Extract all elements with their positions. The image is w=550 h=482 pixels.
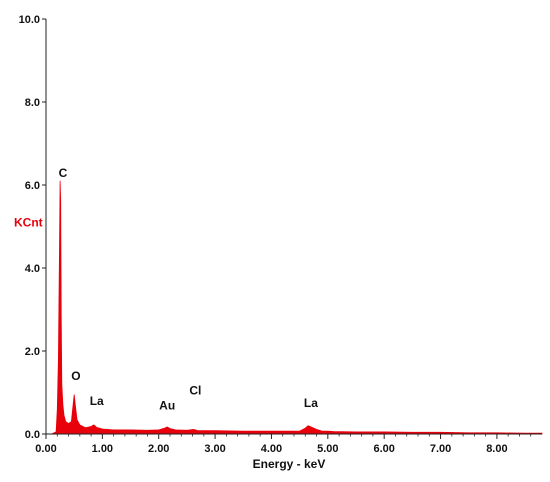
peak-label-c: C	[59, 166, 68, 180]
x-tick-label: 1.00	[92, 443, 113, 455]
axes-layer: 0.0 2.0 4.0 6.0 8.0 10.0 0.00 1.00 2.00 3.00 4.00 5…	[19, 14, 542, 455]
labels-layer: C O La Au Cl La	[59, 166, 319, 412]
x-tick-label: 6.00	[373, 443, 394, 455]
peak-label-au: Au	[159, 398, 175, 412]
x-tick-label: 8.00	[486, 443, 507, 455]
y-tick-label: 8.0	[25, 97, 40, 109]
x-tick-label: 0.00	[35, 443, 56, 455]
x-tick-label: 3.00	[204, 443, 225, 455]
x-tick-label: 4.00	[261, 443, 282, 455]
x-tick-label: 7.00	[430, 443, 451, 455]
peak-label-cl: Cl	[189, 384, 201, 398]
x-tick-label: 5.00	[317, 443, 338, 455]
y-tick-label: 10.0	[19, 14, 40, 26]
y-tick-label: 2.0	[25, 346, 40, 358]
y-axis-title: KCnt	[14, 216, 43, 230]
x-tick-label: 2.00	[148, 443, 169, 455]
y-tick-label: 0.0	[25, 429, 40, 441]
peak-label-la: La	[304, 396, 318, 410]
y-tick-label: 4.0	[25, 263, 40, 275]
spectrum-series-0	[46, 180, 543, 435]
x-axis-title: Energy - keV	[253, 457, 326, 471]
peak-label-la: La	[90, 394, 104, 408]
peak-label-o: O	[71, 369, 80, 383]
spectrum-layer	[46, 180, 543, 435]
y-tick-label: 6.0	[25, 180, 40, 192]
